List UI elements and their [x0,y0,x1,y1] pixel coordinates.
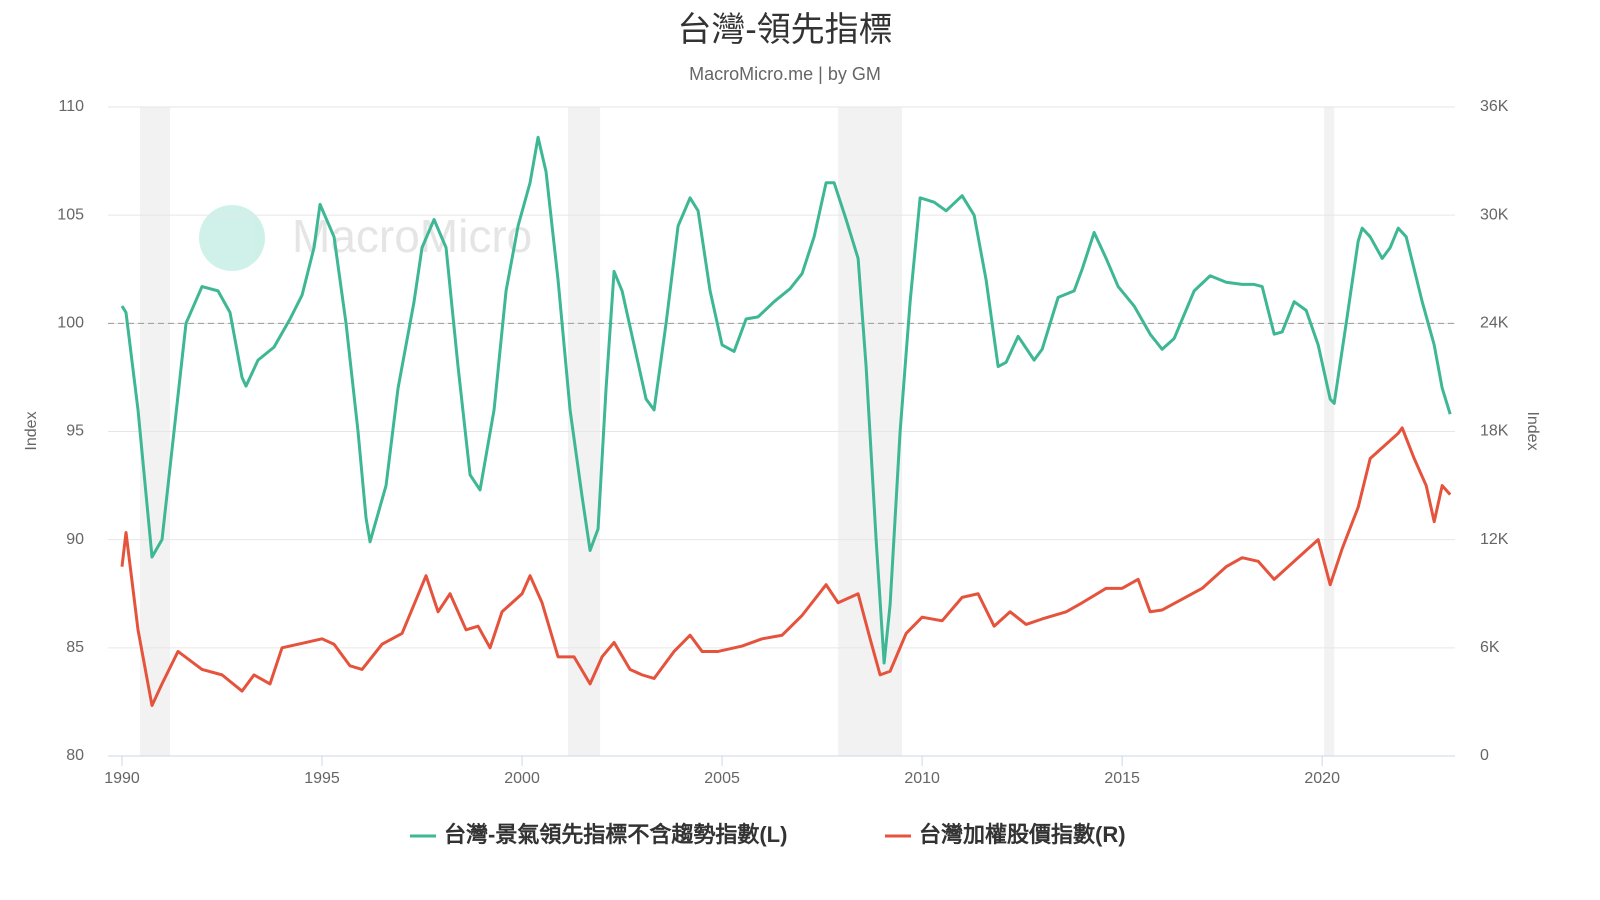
legend-label: 台灣-景氣領先指標不含趨勢指數(L) [444,822,787,847]
y2-tick-label: 12K [1480,531,1509,548]
y2-tick-label: 6K [1480,639,1500,656]
x-tick-label: 2005 [704,770,740,787]
y-axis-label: Index [23,411,40,450]
legend-item[interactable]: 台灣加權股價指數(R) [885,822,1126,847]
y-tick-label: 90 [66,531,84,548]
x-tick-label: 2015 [1104,770,1140,787]
series-line [120,135,1452,665]
series-line [120,426,1452,708]
y-tick-label: 95 [66,423,84,440]
y2-tick-label: 18K [1480,423,1509,440]
chart-subtitle: MacroMicro.me | by GM [689,64,881,84]
y2-tick-label: 30K [1480,206,1509,223]
y-tick-label: 100 [57,315,84,332]
watermark-text: MacroMicro [292,210,532,262]
legend-label: 台灣加權股價指數(R) [919,822,1126,847]
watermark-icon [199,205,265,271]
x-tick-label: 2020 [1304,770,1340,787]
y2-axis-label: Index [1524,411,1541,450]
x-tick-label: 1990 [104,770,140,787]
y2-tick-label: 24K [1480,315,1509,332]
x-tick-label: 2010 [904,770,940,787]
watermark: MacroMicro [199,205,532,271]
chart-title: 台灣-領先指標 [677,11,892,49]
y2-tick-label: 0 [1480,747,1489,764]
x-tick-label: 1995 [304,770,340,787]
y-tick-label: 110 [58,98,84,115]
y-tick-label: 80 [66,747,84,764]
y2-tick-label: 36K [1480,98,1509,115]
x-tick-label: 2000 [504,770,540,787]
y-tick-label: 85 [66,639,84,656]
legend-item[interactable]: 台灣-景氣領先指標不含趨勢指數(L) [410,822,787,847]
y-tick-label: 105 [57,206,84,223]
